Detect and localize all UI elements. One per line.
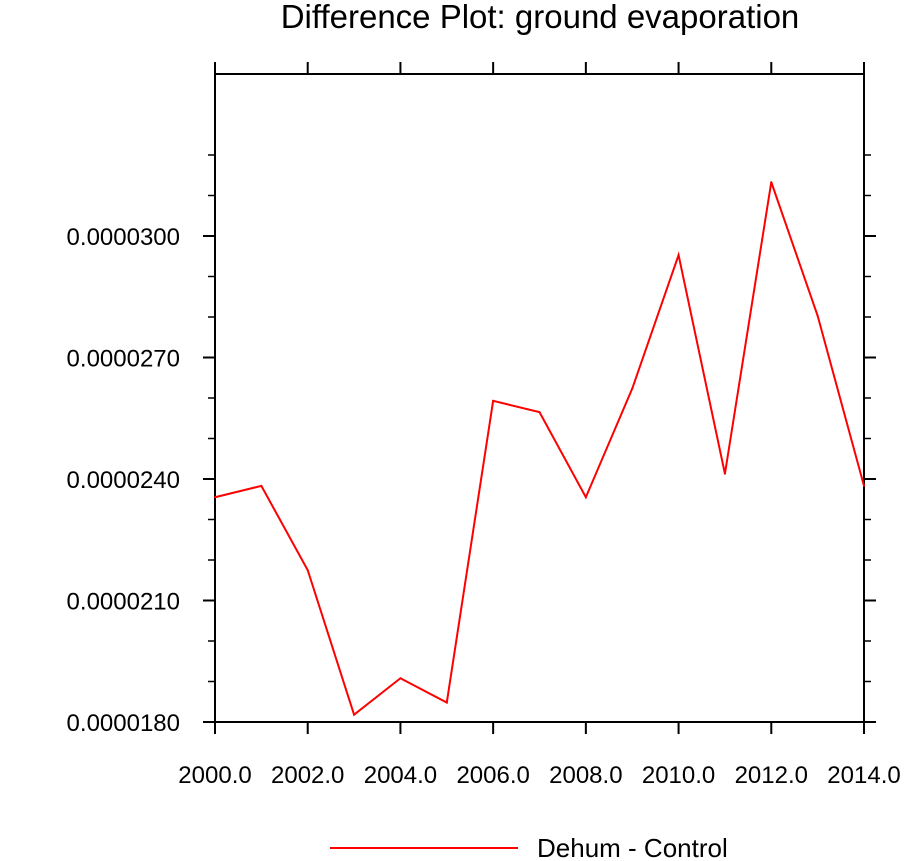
data-point [353,713,356,716]
x-tick-label: 2004.0 [364,762,437,789]
x-tick-label: 2012.0 [735,762,808,789]
y-tick-label: 0.0000300 [67,224,180,251]
data-point [306,569,309,572]
data-point [214,496,216,499]
series-line [214,181,865,717]
data-point [260,484,263,487]
x-tick-label: 2008.0 [549,762,622,789]
y-tick-label: 0.0000240 [67,467,180,494]
data-point [631,387,634,390]
x-tick-label: 2002.0 [271,762,344,789]
series-layer [214,181,865,717]
plot-frame [214,73,865,723]
legend-label: Dehum - Control [537,833,728,861]
x-tick-label: 2000.0 [178,762,251,789]
data-point [538,411,541,414]
data-point [863,484,865,487]
data-point [816,314,819,317]
data-point [584,496,587,499]
data-point [492,399,495,402]
data-point [445,701,448,704]
chart-title: Difference Plot: ground evaporation [281,0,800,35]
data-point [677,254,680,257]
y-tick-label: 0.0000210 [67,589,180,616]
data-point [723,472,726,475]
x-tick-label: 2014.0 [827,762,900,789]
x-tick-label: 2010.0 [642,762,715,789]
y-tick-label: 0.0000180 [67,710,180,737]
axes: 2000.0 2002.0 2004.0 2006.0 2008.0 2010.0 2012… [67,62,901,789]
x-tick-label: 2006.0 [456,762,529,789]
y-tick-label: 0.0000270 [67,346,180,373]
data-point [399,677,402,680]
data-point [770,181,773,184]
legend: Dehum - Control [330,833,728,861]
